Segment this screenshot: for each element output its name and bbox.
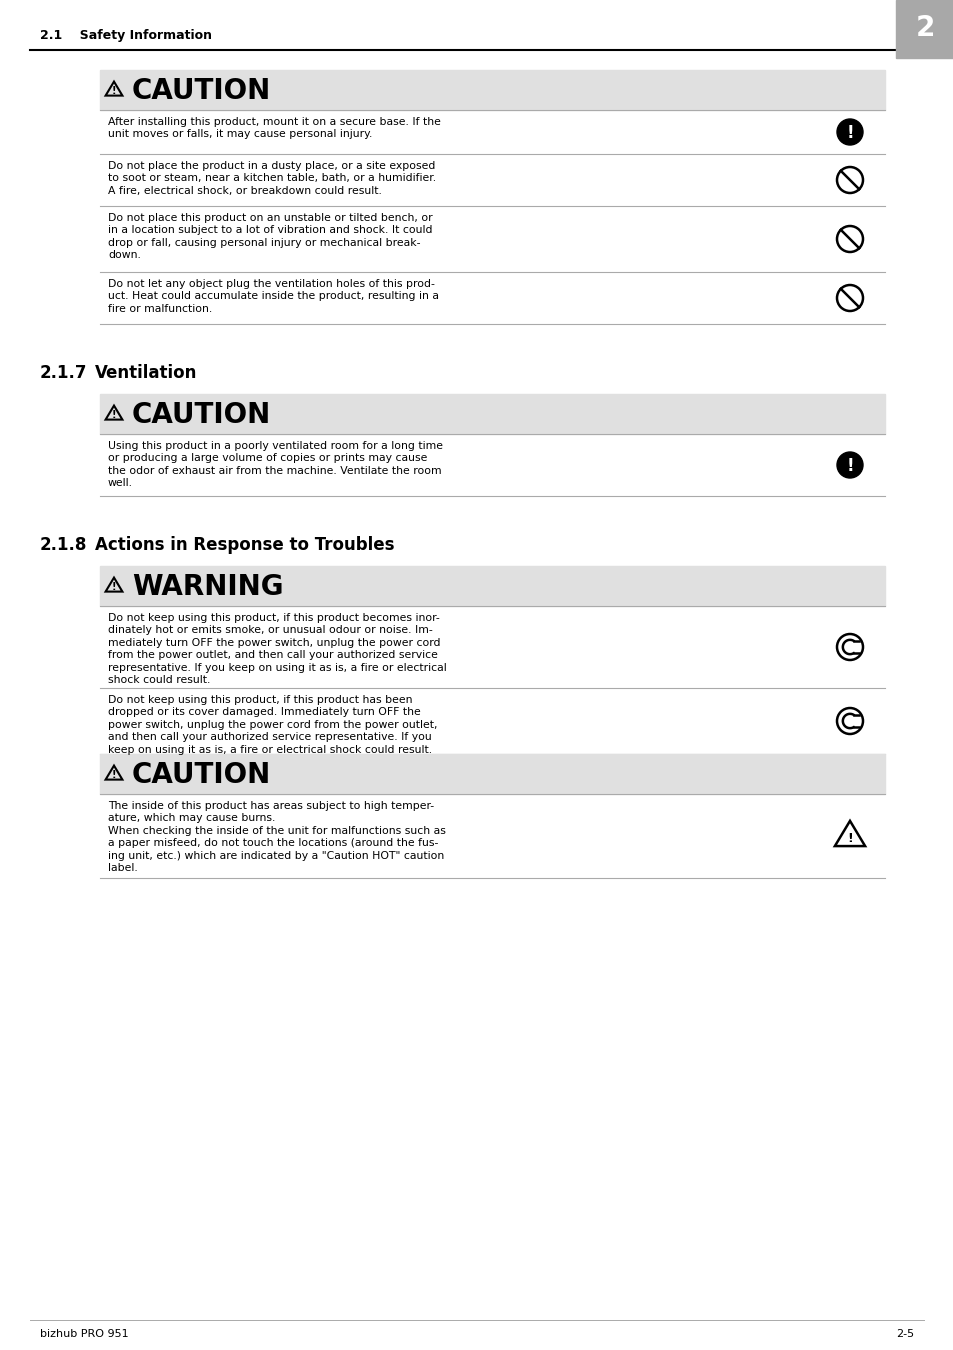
Text: 2.1.8: 2.1.8 xyxy=(40,536,88,554)
Text: !: ! xyxy=(112,409,116,420)
Text: CAUTION: CAUTION xyxy=(132,761,271,788)
Bar xyxy=(100,70,884,109)
Text: !: ! xyxy=(112,85,116,96)
Text: bizhub PRO 951: bizhub PRO 951 xyxy=(40,1328,129,1339)
Text: Do not place the product in a dusty place, or a site exposed
to soot or steam, n: Do not place the product in a dusty plac… xyxy=(108,161,436,196)
Text: CAUTION: CAUTION xyxy=(132,401,271,429)
Text: Ventilation: Ventilation xyxy=(95,364,197,382)
Circle shape xyxy=(836,452,862,478)
Text: 2-5: 2-5 xyxy=(895,1328,913,1339)
Bar xyxy=(895,0,953,58)
Text: WARNING: WARNING xyxy=(132,572,283,601)
Bar xyxy=(100,755,884,794)
Circle shape xyxy=(836,707,862,734)
Text: !: ! xyxy=(846,832,852,845)
Circle shape xyxy=(836,285,862,310)
Circle shape xyxy=(836,167,862,193)
Bar xyxy=(100,566,884,606)
Text: Do not keep using this product, if this product becomes inor-
dinately hot or em: Do not keep using this product, if this … xyxy=(108,613,446,684)
Bar xyxy=(100,394,884,433)
Text: Do not let any object plug the ventilation holes of this prod-
uct. Heat could a: Do not let any object plug the ventilati… xyxy=(108,279,438,313)
Circle shape xyxy=(836,225,862,252)
Text: 2.1    Safety Information: 2.1 Safety Information xyxy=(40,28,212,42)
Text: Do not place this product on an unstable or tilted bench, or
in a location subje: Do not place this product on an unstable… xyxy=(108,213,432,261)
Text: Actions in Response to Troubles: Actions in Response to Troubles xyxy=(95,536,395,554)
Circle shape xyxy=(836,634,862,660)
Text: !: ! xyxy=(845,124,853,142)
Text: 2: 2 xyxy=(914,14,934,42)
Text: !: ! xyxy=(845,458,853,475)
Text: 2.1.7: 2.1.7 xyxy=(40,364,88,382)
Text: After installing this product, mount it on a secure base. If the
unit moves or f: After installing this product, mount it … xyxy=(108,117,440,139)
Text: Using this product in a poorly ventilated room for a long time
or producing a la: Using this product in a poorly ventilate… xyxy=(108,441,442,489)
Text: !: ! xyxy=(112,582,116,591)
Text: CAUTION: CAUTION xyxy=(132,77,271,105)
Circle shape xyxy=(836,119,862,144)
Text: Do not keep using this product, if this product has been
dropped or its cover da: Do not keep using this product, if this … xyxy=(108,695,437,755)
Text: !: ! xyxy=(112,769,116,780)
Text: The inside of this product has areas subject to high temper-
ature, which may ca: The inside of this product has areas sub… xyxy=(108,801,445,873)
